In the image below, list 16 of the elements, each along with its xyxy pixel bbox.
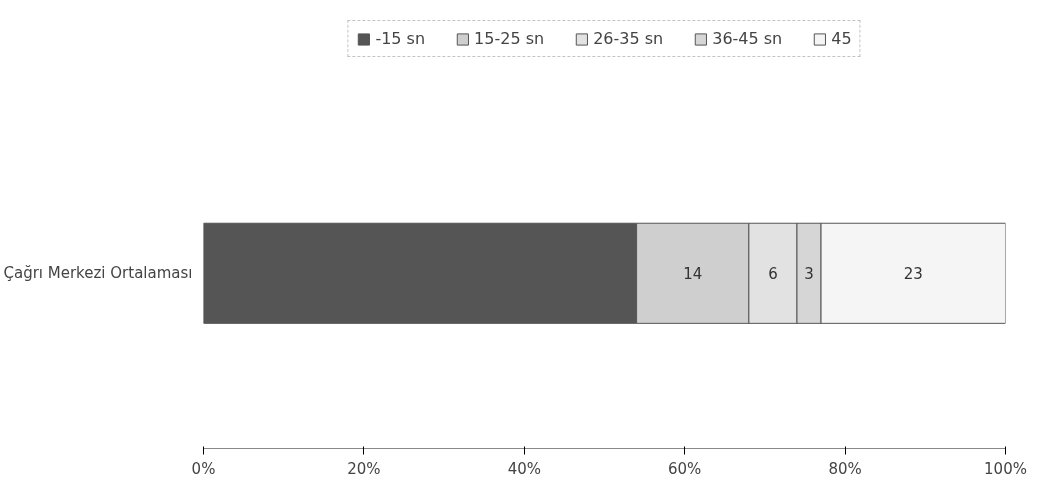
x-tick-label: 80% xyxy=(828,459,862,478)
data-label: 6 xyxy=(768,265,778,284)
x-tick-label: 0% xyxy=(191,459,216,478)
legend-label: 36-45 sn xyxy=(712,29,783,48)
legend-label: -15 sn xyxy=(375,29,426,48)
legend-label: 45 xyxy=(831,29,852,48)
data-label: 14 xyxy=(683,265,703,284)
legend-label: 15-25 sn xyxy=(474,29,545,48)
data-label: 3 xyxy=(804,265,814,284)
data-label: 23 xyxy=(903,265,923,284)
x-tick-label: 100% xyxy=(984,459,1027,478)
legend-label: 26-35 sn xyxy=(593,29,664,48)
x-tick-label: 20% xyxy=(347,459,381,478)
x-tick-label: 60% xyxy=(668,459,702,478)
y-tick-label: Çağrı Merkezi Ortalaması xyxy=(3,264,193,283)
x-tick-label: 40% xyxy=(507,459,541,478)
